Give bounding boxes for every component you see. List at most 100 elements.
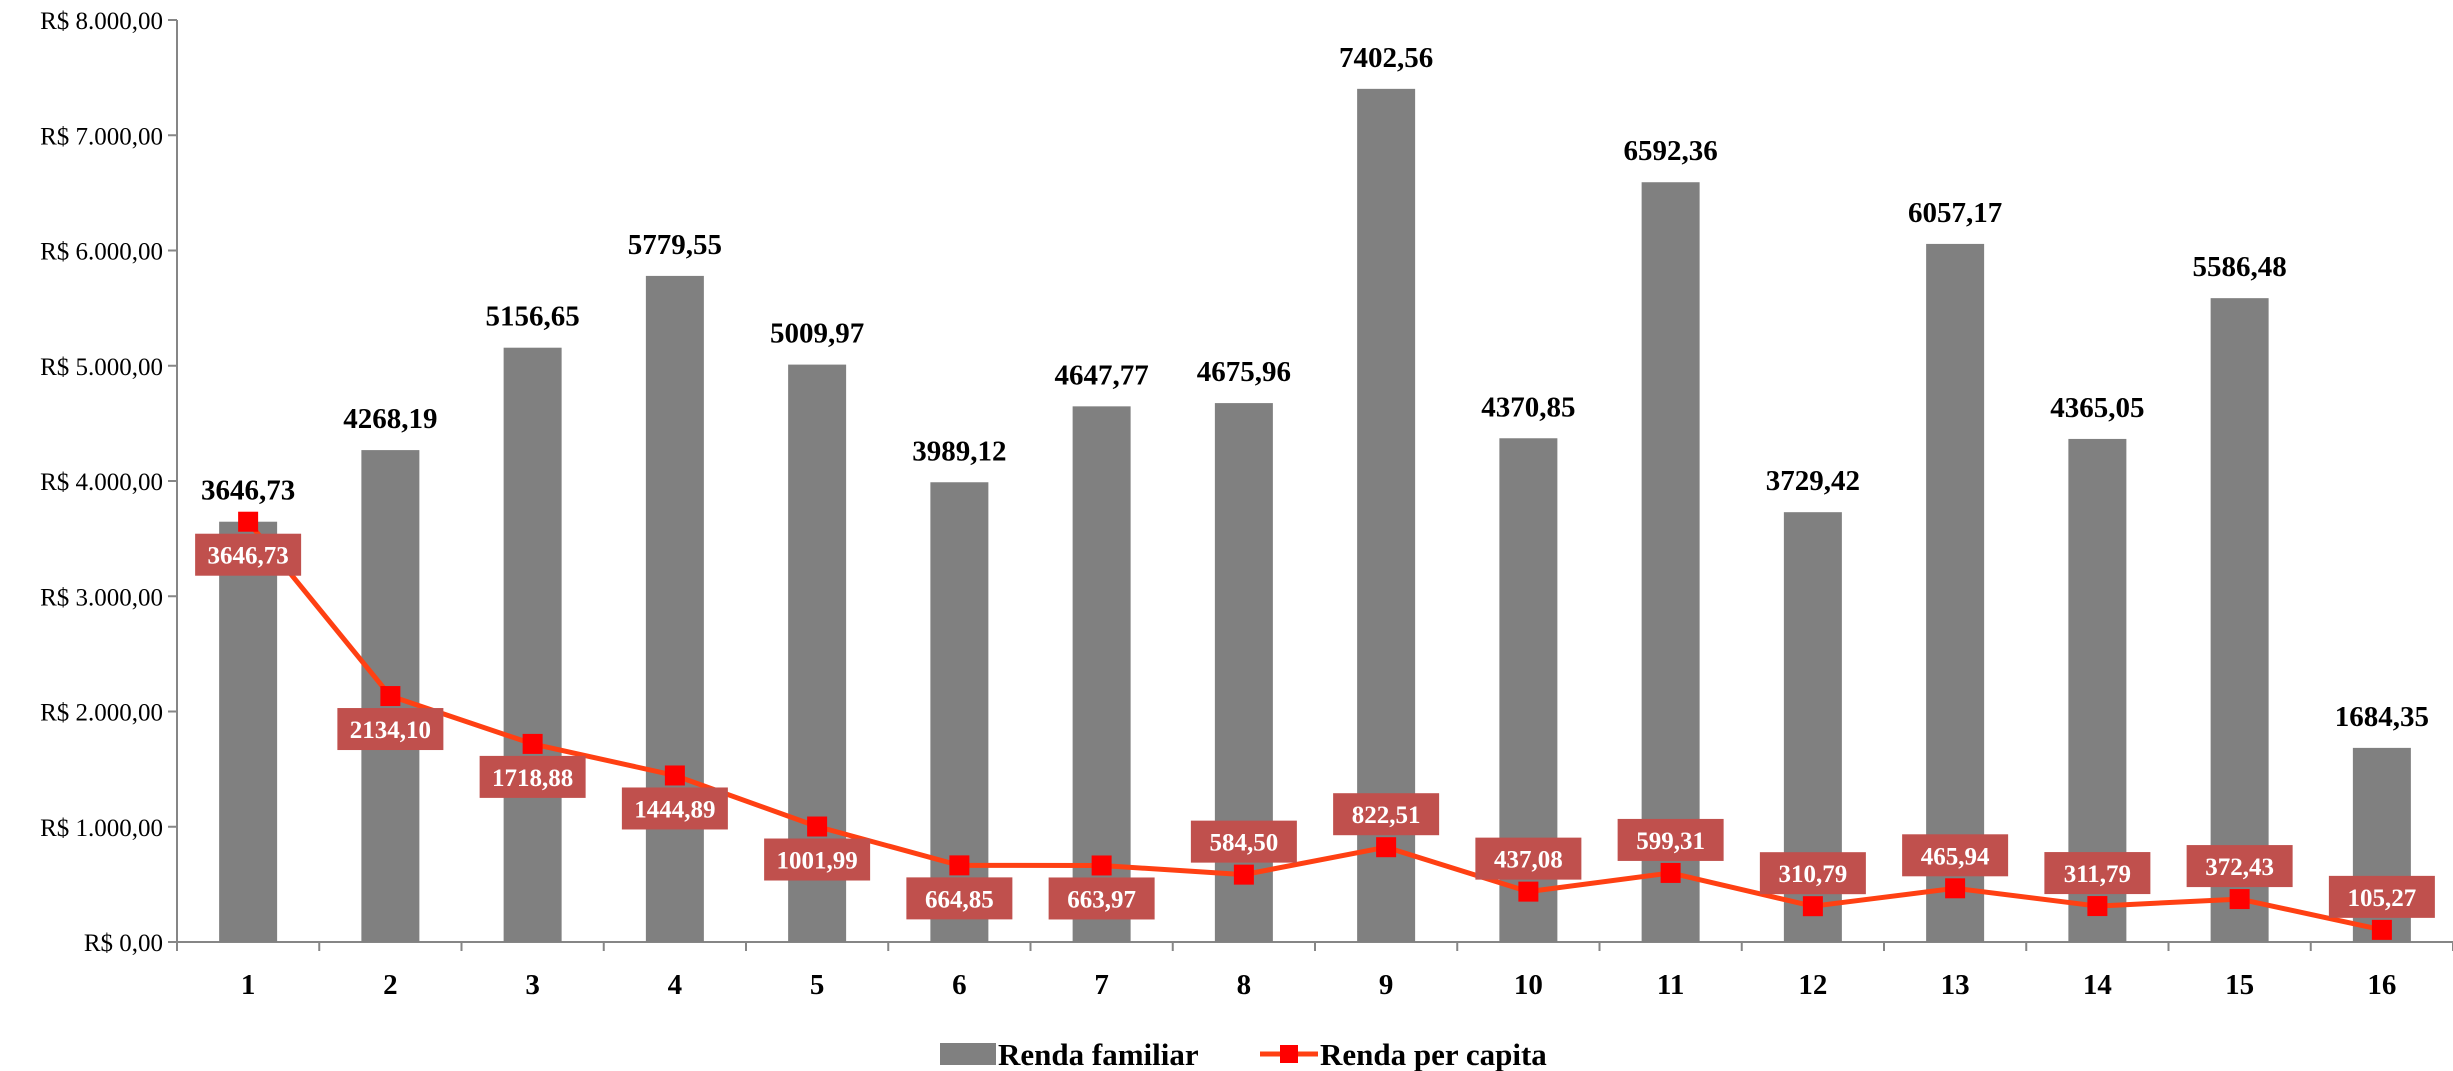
line-data-label: 1001,99 — [777, 848, 858, 875]
x-tick-label: 11 — [1657, 969, 1684, 1001]
line-data-label: 584,50 — [1210, 830, 1279, 857]
line-point — [1518, 881, 1539, 902]
x-tick-label: 6 — [952, 969, 967, 1001]
legend-label-renda-familiar: Renda familiar — [998, 1037, 1199, 1071]
bar-data-label: 3729,42 — [1766, 465, 1860, 497]
y-tick-label: R$ 6.000,00 — [40, 239, 163, 266]
line-data-label-box — [195, 533, 302, 576]
x-tick-label: 1 — [241, 969, 256, 1001]
x-tick-label: 9 — [1379, 969, 1394, 1001]
legend: Renda familiar Renda per capita — [940, 1037, 1547, 1071]
x-tick-label: 8 — [1237, 969, 1252, 1001]
axes: R$ 0,00 R$ 1.000,00 R$ 2.000,00 R$ 3.000,00… — [40, 8, 2453, 1001]
y-tick-label: R$ 3.000,00 — [40, 584, 163, 611]
line-point — [1233, 864, 1254, 885]
line-data-label-box — [764, 838, 871, 881]
y-tick-label: R$ 2.000,00 — [40, 700, 163, 727]
legend-swatch-renda-familiar — [940, 1043, 996, 1065]
bar-data-label: 4370,85 — [1481, 391, 1575, 423]
line-data-label-box — [1617, 818, 1724, 861]
bar — [645, 275, 704, 942]
line-data-label: 465,94 — [1921, 843, 1990, 870]
bar — [1641, 182, 1700, 942]
x-tick-label: 10 — [1514, 969, 1543, 1001]
line-data-label-box — [2044, 852, 2151, 895]
line-point — [807, 816, 828, 837]
line-data-label-box — [1190, 820, 1297, 863]
line-data-label: 599,31 — [1636, 828, 1705, 855]
line-point — [238, 511, 259, 532]
line-point — [380, 686, 401, 707]
line-data-label: 3646,73 — [208, 543, 289, 570]
x-tick-label: 7 — [1094, 969, 1109, 1001]
y-tick-label: R$ 4.000,00 — [40, 469, 163, 496]
bar-data-label: 4647,77 — [1055, 359, 1149, 391]
bar-data-label: 6592,36 — [1624, 135, 1718, 167]
bar-data-label: 4365,05 — [2050, 392, 2144, 424]
x-tick-label: 12 — [1798, 969, 1827, 1001]
line-data-label: 372,43 — [2205, 854, 2274, 881]
bar-data-label: 1684,35 — [2335, 701, 2429, 733]
line-point — [1376, 837, 1397, 858]
line-point — [2371, 919, 2392, 940]
line-data-label: 311,79 — [2064, 861, 2131, 888]
bar — [1926, 243, 1985, 943]
bar-data-label: 5009,97 — [770, 318, 864, 350]
line-data-label-box — [1048, 877, 1155, 920]
line-point — [522, 733, 543, 754]
line-data-label: 1718,88 — [492, 765, 573, 792]
line-point — [949, 855, 970, 876]
x-tick-label: 14 — [2083, 969, 2112, 1001]
x-tick-label: 13 — [1941, 969, 1970, 1001]
bar-data-label: 5779,55 — [628, 229, 722, 261]
line-data-label: 2134,10 — [350, 717, 431, 744]
line-data-label-box — [1902, 834, 2009, 877]
line-data-label: 437,08 — [1494, 847, 1563, 874]
series-line — [246, 520, 2383, 933]
x-tick-label: 16 — [2367, 969, 2396, 1001]
bar — [2210, 298, 2269, 942]
bar-data-label: 6057,17 — [1908, 197, 2002, 229]
x-tick-label: 4 — [668, 969, 683, 1001]
bar — [219, 521, 278, 942]
bar-data-label: 5156,65 — [486, 301, 580, 333]
line-data-label: 310,79 — [1779, 861, 1848, 888]
line-data-label-box — [621, 787, 728, 830]
x-tick-label: 5 — [810, 969, 825, 1001]
line-data-label: 1444,89 — [634, 796, 715, 823]
line-point — [1802, 896, 1823, 917]
bar — [503, 347, 562, 943]
x-tick-label: 2 — [383, 969, 398, 1001]
line-point — [1091, 855, 1112, 876]
bar — [1072, 406, 1131, 943]
line-data-label: 664,85 — [925, 886, 994, 913]
line-point — [1660, 862, 1681, 883]
bar-data-label: 3989,12 — [912, 435, 1006, 467]
line-point — [664, 765, 685, 786]
line-data-label-box — [479, 755, 586, 798]
bar-series: 3646,73 4268,19 5156,65 5779,55 5009,97 3989,… — [201, 42, 2429, 943]
line-series: 3646,73 2134,10 1718,88 1444,89 1001,99 664,8… — [195, 511, 2435, 940]
bar-data-label: 4268,19 — [343, 403, 437, 435]
y-tick-label: R$ 5.000,00 — [40, 354, 163, 381]
line-point — [2229, 889, 2250, 910]
line-data-label: 822,51 — [1352, 802, 1421, 829]
line-data-label-box — [906, 877, 1013, 920]
legend-marker-renda-per-capita — [1280, 1045, 1298, 1063]
line-data-label-box — [1333, 793, 1440, 836]
line-data-label-box — [337, 708, 444, 751]
line-data-label-box — [2186, 845, 2293, 888]
y-tick-label: R$ 1.000,00 — [40, 815, 163, 842]
bar-data-label: 4675,96 — [1197, 356, 1291, 388]
line-data-label: 663,97 — [1067, 886, 1136, 913]
legend-label-renda-per-capita: Renda per capita — [1320, 1037, 1547, 1071]
line-point — [2087, 896, 2108, 917]
line-data-label-box — [1759, 852, 1866, 895]
line-data-label-box — [1475, 837, 1582, 880]
line-data-label-box — [2328, 875, 2435, 918]
y-tick-label: R$ 8.000,00 — [40, 8, 163, 35]
bar-data-label: 5586,48 — [2193, 251, 2287, 283]
line-data-label: 105,27 — [2348, 885, 2417, 912]
bar-data-label: 3646,73 — [201, 475, 295, 507]
